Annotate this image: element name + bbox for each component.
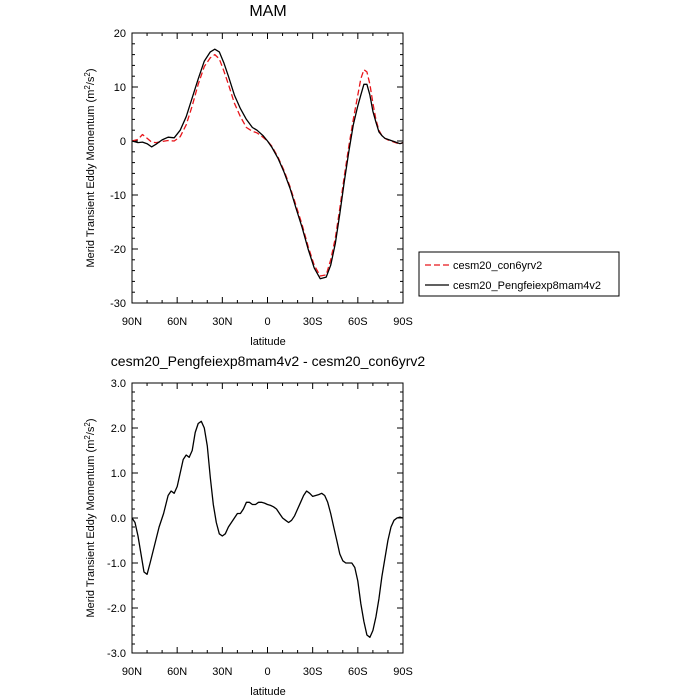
x-tick-label: 90S	[393, 316, 413, 328]
series-line-1	[131, 48, 404, 280]
legend-label-series-1: cesm20_Pengfeiexp8mam4v2	[453, 280, 601, 292]
x-tick-label: 60N	[167, 316, 187, 328]
chart-title: MAM	[249, 3, 286, 20]
x-axis-label: latitude	[250, 686, 285, 698]
y-tick-label: 0	[120, 136, 126, 148]
y-tick-label: -3.0	[107, 648, 126, 660]
x-axis: 90N 60N 30N 0 30S 60S 90S	[122, 33, 413, 328]
y-tick-label: -20	[110, 244, 126, 256]
y-tick-label: 1.0	[111, 468, 126, 480]
x-tick-label: 30N	[212, 316, 232, 328]
chart-title: cesm20_Pengfeiexp8mam4v2 - cesm20_con6yr…	[111, 353, 426, 369]
series-group	[131, 420, 404, 638]
chart-bottom: cesm20_Pengfeiexp8mam4v2 - cesm20_con6yr…	[83, 353, 425, 698]
series-group	[131, 48, 404, 280]
x-tick-label: 60S	[348, 316, 368, 328]
x-tick-label: 30S	[303, 666, 323, 678]
x-tick-label: 90S	[393, 666, 413, 678]
x-tick-label: 30S	[303, 316, 323, 328]
y-tick-label: -1.0	[107, 558, 126, 570]
x-tick-label: 90N	[122, 666, 142, 678]
x-tick-label: 90N	[122, 316, 142, 328]
legend-label-series-0: cesm20_con6yrv2	[453, 260, 542, 272]
x-axis-label: latitude	[250, 336, 285, 348]
y-axis: -30 -20 -10 0 10 20	[110, 28, 403, 310]
series-line-0	[131, 420, 404, 638]
y-tick-label: 2.0	[111, 423, 126, 435]
legend-box	[418, 251, 620, 297]
x-tick-label: 60S	[348, 666, 368, 678]
y-tick-label: 3.0	[111, 378, 126, 390]
x-tick-label: 30N	[212, 666, 232, 678]
y-tick-label: -30	[110, 298, 126, 310]
x-tick-label: 60N	[167, 666, 187, 678]
y-tick-label: -10	[110, 190, 126, 202]
x-axis: 90N 60N 30N 0 30S 60S 90S	[122, 383, 413, 678]
y-tick-label: 20	[114, 28, 126, 40]
y-tick-label: -2.0	[107, 603, 126, 615]
y-axis: -3.0 -2.0 -1.0 0.0 1.0 2.0 3.0	[107, 378, 403, 660]
x-tick-label: 0	[264, 666, 270, 678]
y-tick-label: 10	[114, 82, 126, 94]
chart-top: MAM 90N 60N 30N 0 30S 60S 90S -30 -20 -10 0 10 20 l…	[83, 3, 620, 348]
y-tick-label: 0.0	[111, 513, 126, 525]
y-axis-label: Merid Transient Eddy Momentum (m2/s2)	[83, 418, 97, 617]
legend: cesm20_con6yrv2 cesm20_Pengfeiexp8mam4v2	[418, 251, 620, 297]
y-axis-label: Merid Transient Eddy Momentum (m2/s2)	[83, 68, 97, 267]
x-tick-label: 0	[264, 316, 270, 328]
